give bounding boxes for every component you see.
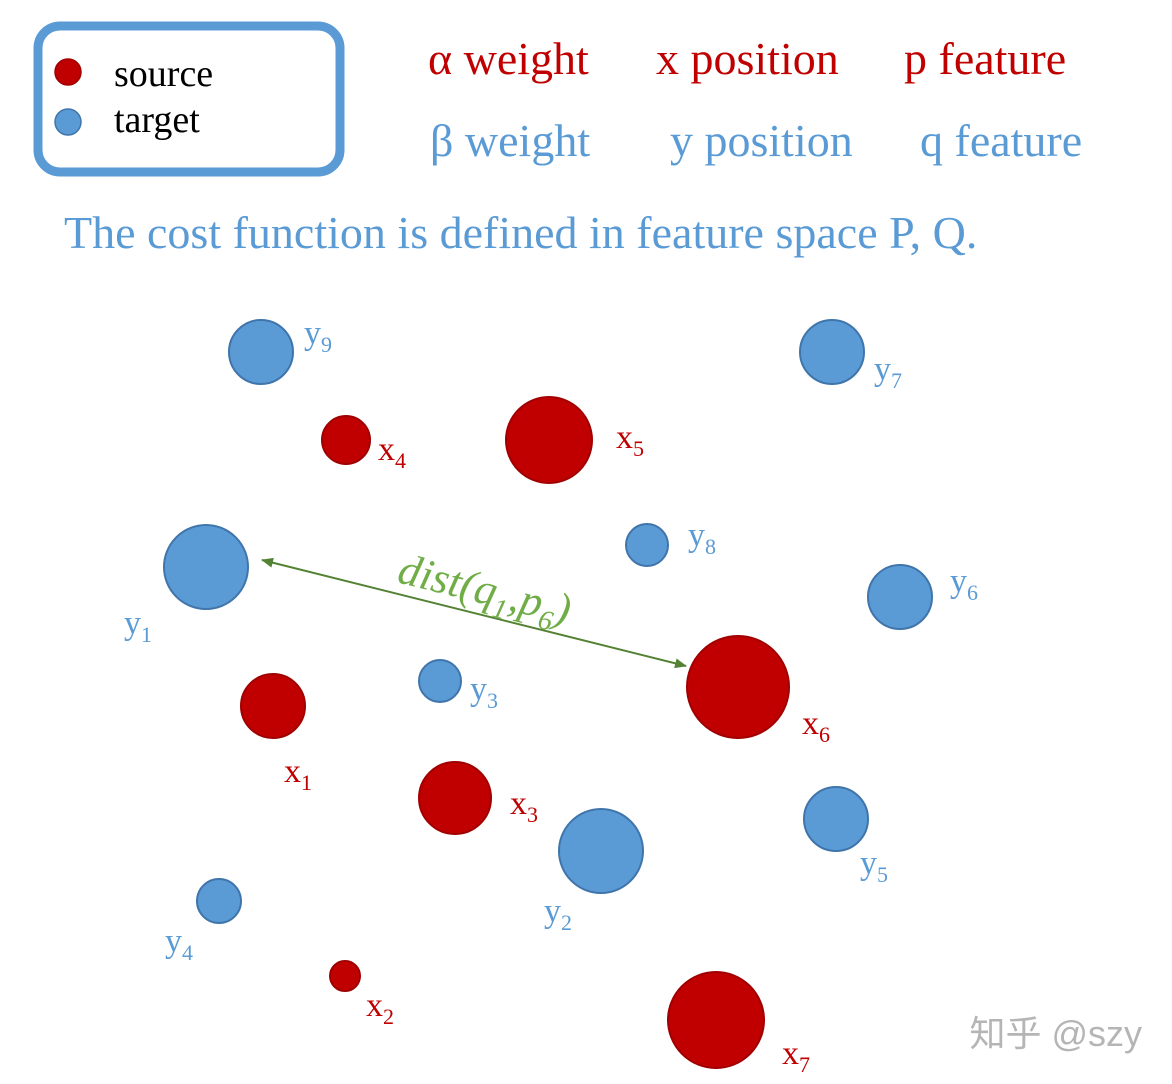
point-y9: y9 [228,315,332,385]
point-label: y1 [124,605,152,647]
point-x7: x7 [667,971,810,1077]
point-label: x1 [284,753,312,795]
distance-arrow [261,557,687,669]
legend-target-marker [54,108,82,136]
point-x1: x1 [240,673,312,795]
def-x-position: x position [656,33,839,84]
target-points: y9 y7 y8 y1 y6 y3 y5 y2 [124,315,978,965]
point-label: y6 [950,563,978,605]
target-marker [803,786,869,852]
point-y8: y8 [625,517,716,567]
point-label: x6 [802,705,830,747]
target-marker [228,319,294,385]
point-label: y7 [874,351,902,393]
source-marker [329,960,361,992]
point-x5: x5 [505,396,644,484]
point-y2: y2 [544,808,644,935]
point-y1: y1 [124,524,249,647]
legend: source target [33,21,345,177]
legend-box [33,21,345,177]
point-label: x7 [782,1035,810,1077]
point-y6: y6 [867,563,978,630]
target-marker [867,564,933,630]
point-label: y3 [470,671,498,713]
target-marker [418,659,462,703]
point-x6: x6 [686,635,830,747]
legend-target-label: target [114,99,200,141]
source-marker [505,396,593,484]
def-alpha-weight: α weight [428,33,589,84]
point-y5: y5 [803,786,888,887]
watermark: 知乎 @szy [969,1013,1142,1054]
distance-label-start: dist(q [394,544,503,616]
point-label: x3 [510,785,538,827]
source-points: x4 x5 x6 x1 x3 x2 x7 [240,396,830,1077]
point-y4: y4 [165,878,242,965]
point-y3: y3 [418,659,498,713]
cost-function-note: The cost function is defined in feature … [64,207,977,258]
target-marker [625,523,669,567]
distance-label: dist(q1,p6) [392,544,576,641]
point-x4: x4 [321,415,406,473]
def-y-position: y position [670,115,853,166]
definitions: α weight x position p feature β weight y… [428,33,1082,166]
def-p-feature: p feature [904,33,1066,84]
legend-source-label: source [114,53,213,95]
target-marker [196,878,242,924]
source-marker [686,635,790,739]
target-marker [558,808,644,894]
def-q-feature: q feature [920,115,1082,166]
target-marker [799,319,865,385]
source-marker [321,415,371,465]
point-label: y2 [544,893,572,935]
point-x3: x3 [418,761,538,835]
point-label: x2 [366,987,394,1029]
source-marker [240,673,306,739]
point-label: y4 [165,923,193,965]
point-x2: x2 [329,960,394,1029]
def-beta-weight: β weight [430,115,590,166]
point-label: x4 [378,431,406,473]
point-label: y5 [860,845,888,887]
legend-source-marker [54,58,82,86]
source-marker [667,971,765,1069]
point-label: y8 [688,517,716,559]
source-marker [418,761,492,835]
point-y7: y7 [799,319,902,393]
point-label: y9 [304,315,332,357]
target-marker [163,524,249,610]
point-label: x5 [616,419,644,461]
